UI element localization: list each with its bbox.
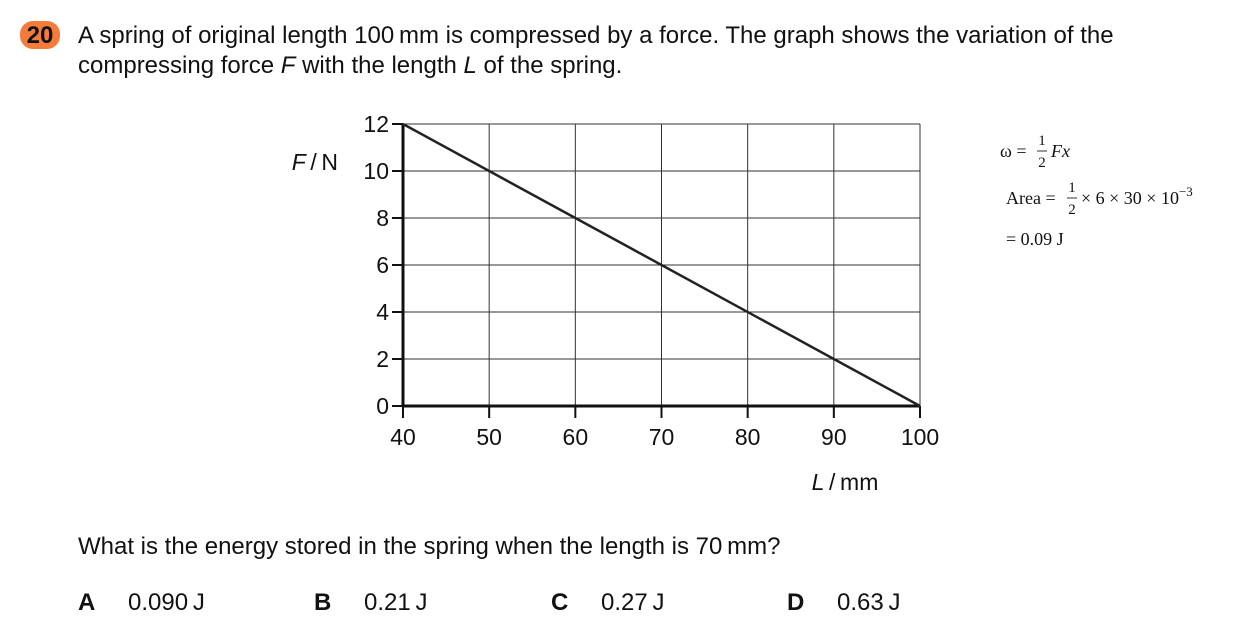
question-badge bbox=[20, 21, 60, 49]
question-prompt: What is the energy stored in the spring … bbox=[78, 533, 781, 560]
note-lhs: = 0.09 J bbox=[1006, 229, 1064, 249]
y-tick-label: 4 bbox=[376, 299, 389, 325]
y-tick-label: 10 bbox=[363, 158, 389, 184]
note-rhs: Fx bbox=[1050, 141, 1070, 161]
note-part: × 6 × 30 × 10 bbox=[1081, 188, 1179, 208]
label-part: L bbox=[812, 469, 825, 495]
x-tick-label: 90 bbox=[821, 424, 847, 450]
option-text: 0.27 J bbox=[601, 589, 665, 616]
label-part: / N bbox=[306, 149, 338, 175]
option-text: 0.21 J bbox=[364, 589, 428, 616]
text-segment: of the spring. bbox=[477, 52, 622, 79]
text-segment: with the length bbox=[295, 52, 463, 79]
note-part: Fx bbox=[1050, 141, 1070, 161]
option-letter: A bbox=[78, 589, 95, 616]
y-tick-label: 2 bbox=[376, 346, 389, 372]
question-number: 20 bbox=[27, 22, 54, 49]
y-tick-label: 12 bbox=[363, 111, 389, 137]
note-numerator: 1 bbox=[1068, 180, 1076, 196]
x-tick-label: 40 bbox=[390, 424, 416, 450]
note-lhs: Area = bbox=[1006, 188, 1056, 208]
text-segment: L bbox=[464, 52, 477, 79]
y-tick-label: 0 bbox=[376, 393, 389, 419]
option-letter: C bbox=[551, 589, 568, 616]
data-line bbox=[402, 122, 921, 408]
note-numerator: 1 bbox=[1038, 133, 1046, 149]
y-tick-label: 8 bbox=[376, 205, 389, 231]
question-text: compressing force F with the length L of… bbox=[78, 52, 622, 79]
note-denominator: 2 bbox=[1068, 202, 1076, 218]
text-segment: compressing force bbox=[78, 52, 281, 79]
x-tick-label: 60 bbox=[563, 424, 589, 450]
x-tick-label: 70 bbox=[649, 424, 675, 450]
text-segment: A spring of original length 100 mm is co… bbox=[78, 22, 1114, 49]
note-rhs: × 6 × 30 × 10−3 bbox=[1081, 184, 1193, 208]
note-lhs: ω = bbox=[1000, 141, 1027, 161]
option-letter: D bbox=[787, 589, 804, 616]
y-axis-label: F / N bbox=[292, 149, 338, 175]
option-letter: B bbox=[314, 589, 331, 616]
x-tick-label: 50 bbox=[476, 424, 502, 450]
label-part: / mm bbox=[824, 469, 878, 495]
option-text: 0.090 J bbox=[128, 589, 205, 616]
x-tick-label: 80 bbox=[735, 424, 761, 450]
note-superscript: −3 bbox=[1179, 184, 1193, 199]
x-axis-label: L / mm bbox=[812, 469, 879, 495]
x-tick-label: 100 bbox=[901, 424, 939, 450]
option-text: 0.63 J bbox=[837, 589, 901, 616]
text-segment: F bbox=[281, 52, 297, 79]
note-denominator: 2 bbox=[1038, 155, 1046, 171]
y-tick-label: 6 bbox=[376, 252, 389, 278]
question-text: A spring of original length 100 mm is co… bbox=[78, 22, 1114, 49]
label-part: F bbox=[292, 149, 308, 175]
